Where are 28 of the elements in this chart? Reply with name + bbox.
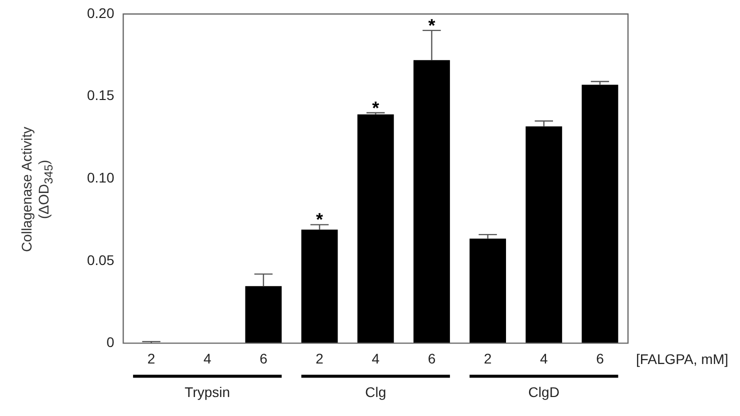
y-tick-label: 0.15 (87, 87, 114, 104)
x-tick-label: 4 (372, 350, 380, 366)
x-tick-label: 2 (484, 350, 492, 366)
y-tick-label: 0.05 (87, 252, 114, 268)
bar (470, 238, 506, 344)
x-tick-label: 2 (147, 350, 156, 366)
bar (357, 114, 394, 344)
x-axis-title: [FALGPA, mM] (636, 351, 728, 368)
text: ClgD (528, 384, 560, 400)
x-tick-label: 4 (540, 350, 548, 366)
x-tick-label: 6 (596, 350, 604, 366)
x-tick-label: 4 (203, 350, 212, 366)
y-tick-label: 0 (106, 334, 114, 350)
bar (301, 230, 338, 344)
x-tick-label: 2 (316, 350, 324, 366)
bar (582, 84, 618, 344)
bar (526, 126, 562, 344)
y-tick-label: 0.10 (87, 169, 114, 186)
bar (245, 286, 282, 344)
x-tick-label: 6 (260, 350, 268, 366)
data-label: * (372, 98, 380, 118)
data-label: * (316, 210, 324, 230)
x-tick-label: 6 (428, 350, 436, 366)
y-tick-label: 0.20 (87, 4, 114, 21)
text: Trypsin (184, 384, 230, 400)
text: Clg (365, 384, 386, 400)
data-label: * (428, 15, 436, 36)
bar (413, 60, 450, 344)
